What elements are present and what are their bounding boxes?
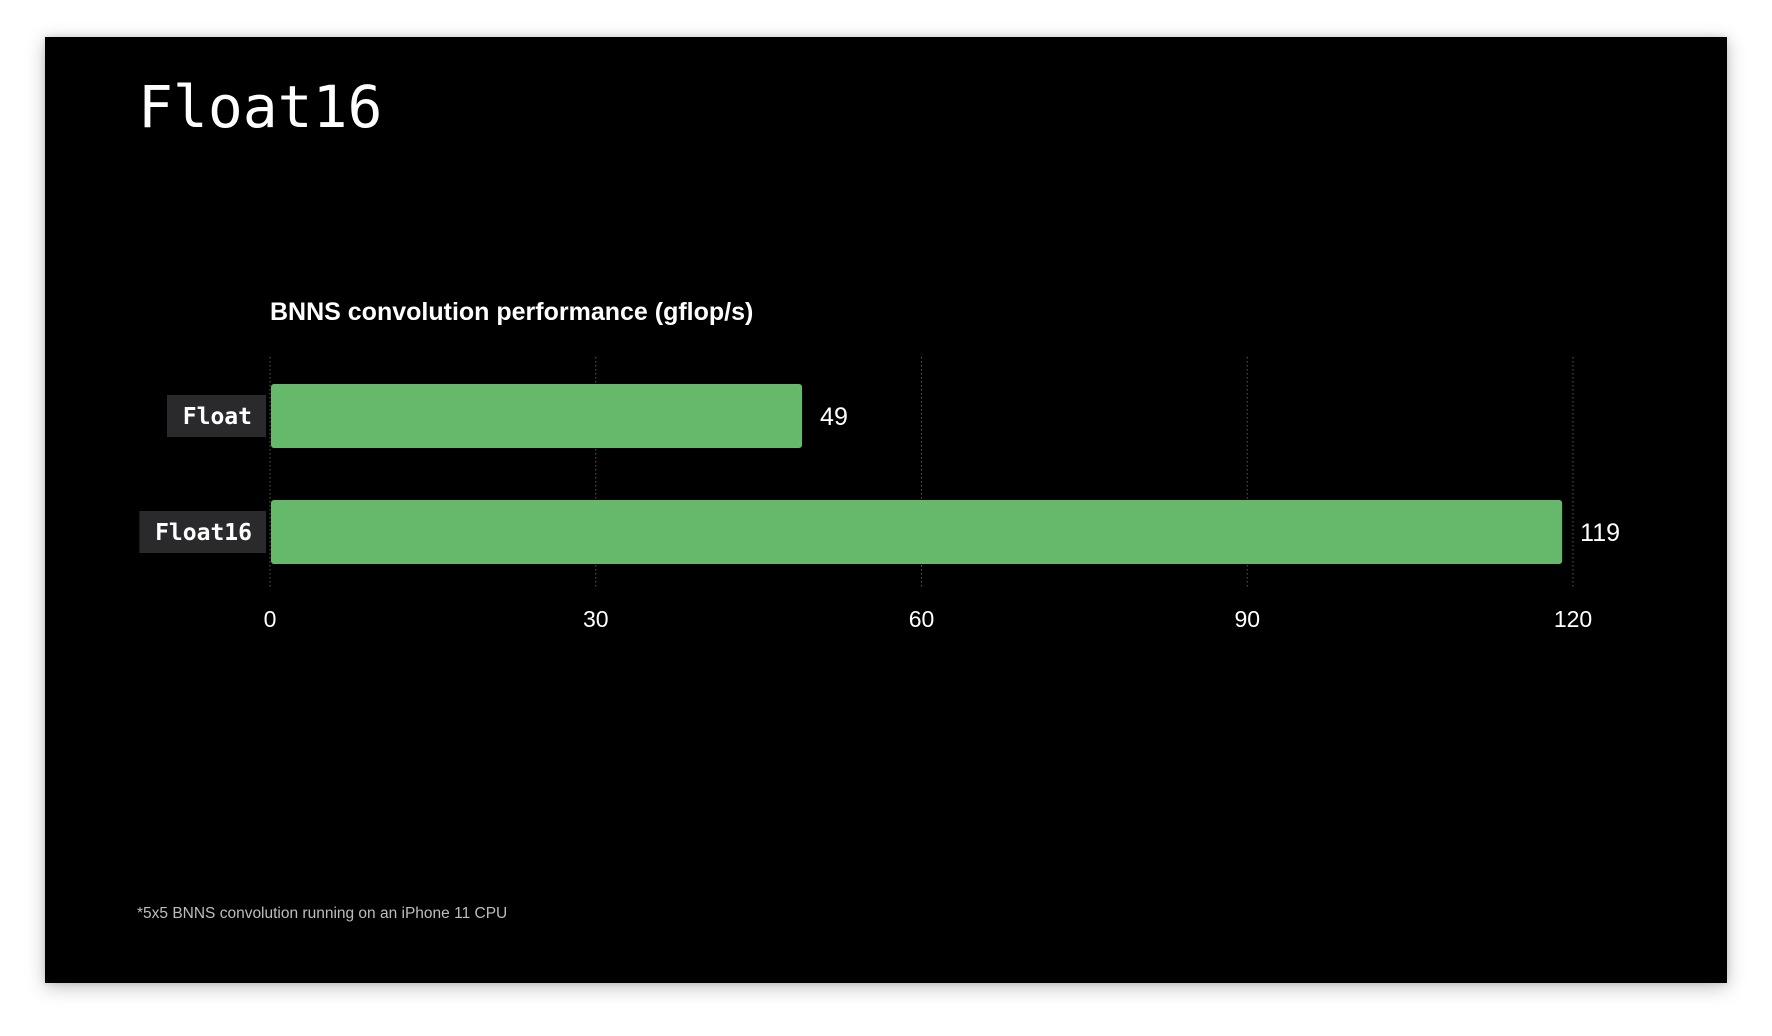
bar (271, 500, 1563, 564)
x-tick-label: 30 (583, 606, 609, 632)
x-tick-label: 0 (264, 606, 277, 632)
category-label: Float (183, 404, 252, 430)
chart-title: BNNS convolution performance (gflop/s) (270, 298, 754, 326)
data-label: 49 (820, 403, 848, 431)
category-label: Float16 (155, 520, 252, 546)
slide: Float16 BNNS convolution performance (gf… (45, 37, 1727, 983)
bar (271, 384, 803, 448)
x-tick-label: 60 (909, 606, 935, 632)
x-tick-label: 120 (1554, 606, 1592, 632)
x-tick-label: 90 (1234, 606, 1260, 632)
category-label-box (167, 395, 266, 437)
footnote: *5x5 BNNS convolution running on an iPho… (137, 905, 508, 922)
bar-chart: 0 30 60 90 120 Float 49 Float16 119 (139, 357, 1620, 632)
slide-title: Float16 (138, 73, 383, 141)
data-label: 119 (1580, 519, 1620, 547)
category-label-box (139, 511, 266, 553)
